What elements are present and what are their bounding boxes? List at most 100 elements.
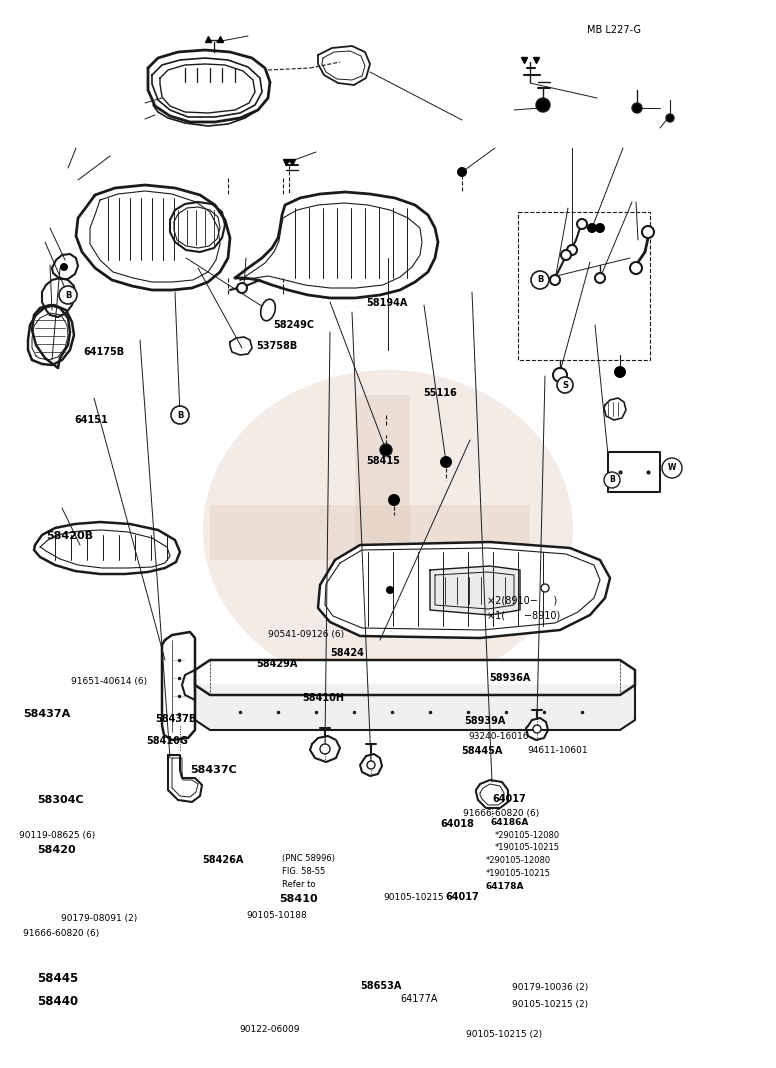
Polygon shape: [28, 305, 74, 365]
Circle shape: [587, 223, 597, 233]
Polygon shape: [195, 685, 635, 731]
Text: 58410G: 58410G: [146, 736, 188, 747]
Circle shape: [553, 368, 567, 382]
Text: 58437A: 58437A: [23, 709, 71, 720]
Circle shape: [662, 458, 682, 478]
Text: 58939A: 58939A: [464, 716, 505, 726]
Text: 64017: 64017: [445, 892, 479, 902]
Circle shape: [388, 494, 400, 506]
Text: W: W: [668, 464, 676, 472]
Circle shape: [604, 472, 620, 488]
Circle shape: [60, 263, 68, 271]
Text: 90105-10215 (2): 90105-10215 (2): [512, 1001, 588, 1009]
Text: 58445A: 58445A: [462, 745, 503, 756]
Polygon shape: [526, 718, 548, 740]
Text: 58424: 58424: [330, 647, 364, 658]
Circle shape: [577, 219, 587, 229]
Polygon shape: [170, 202, 225, 252]
Ellipse shape: [261, 299, 275, 320]
Polygon shape: [182, 670, 195, 700]
Text: 64178A: 64178A: [486, 882, 525, 891]
Text: ×1(      −8910): ×1( −8910): [487, 610, 560, 621]
Circle shape: [367, 761, 375, 769]
Text: 64151: 64151: [74, 414, 108, 425]
Text: 90105-10215 (2): 90105-10215 (2): [466, 1031, 542, 1039]
Text: 64175B: 64175B: [84, 347, 125, 358]
Text: 64017: 64017: [493, 794, 526, 804]
Text: 58410H: 58410H: [303, 693, 345, 704]
Bar: [210, 505, 530, 560]
Polygon shape: [318, 46, 370, 85]
Text: B: B: [609, 475, 615, 485]
Polygon shape: [148, 50, 270, 122]
Circle shape: [320, 744, 330, 754]
Bar: [518, 213, 650, 360]
Polygon shape: [195, 660, 635, 695]
Circle shape: [561, 250, 571, 260]
Text: 90105-10188: 90105-10188: [247, 911, 307, 920]
Text: ×2(8910−     ): ×2(8910− ): [487, 595, 558, 606]
Text: 58420: 58420: [37, 845, 76, 855]
Ellipse shape: [203, 370, 573, 690]
Circle shape: [237, 283, 247, 293]
Polygon shape: [235, 192, 438, 298]
Text: S: S: [562, 380, 568, 390]
Polygon shape: [34, 522, 180, 574]
Text: 58194A: 58194A: [366, 298, 407, 309]
Circle shape: [386, 586, 394, 594]
Text: 58440: 58440: [37, 995, 78, 1008]
Text: 90119-08625 (6): 90119-08625 (6): [19, 831, 95, 839]
Polygon shape: [430, 566, 520, 615]
Text: 64186A: 64186A: [490, 818, 528, 827]
Circle shape: [457, 167, 467, 177]
Circle shape: [380, 444, 392, 456]
Text: 90105-10215: 90105-10215: [383, 893, 444, 901]
Circle shape: [666, 114, 674, 122]
Text: 58653A: 58653A: [360, 980, 401, 991]
Text: 90179-10036 (2): 90179-10036 (2): [512, 984, 588, 992]
Text: *190105-10215: *190105-10215: [495, 844, 560, 852]
Text: 64177A: 64177A: [400, 993, 438, 1004]
Polygon shape: [230, 337, 252, 355]
Text: MB L227-G: MB L227-G: [587, 25, 641, 35]
Circle shape: [614, 366, 626, 378]
Circle shape: [632, 103, 642, 113]
Polygon shape: [608, 452, 660, 492]
Text: FIG. 58-55: FIG. 58-55: [282, 867, 325, 876]
Ellipse shape: [253, 420, 523, 640]
Text: B: B: [65, 290, 71, 299]
Text: (PNC 58996): (PNC 58996): [282, 854, 334, 863]
Text: 58410: 58410: [279, 894, 318, 905]
Text: B: B: [537, 276, 543, 284]
Text: 58415: 58415: [366, 456, 400, 467]
Circle shape: [59, 286, 77, 304]
Circle shape: [630, 262, 642, 274]
Circle shape: [541, 584, 549, 592]
Text: 53758B: 53758B: [256, 341, 297, 351]
Text: 58437C: 58437C: [190, 765, 237, 775]
Text: 94611-10601: 94611-10601: [528, 747, 588, 755]
Circle shape: [595, 223, 605, 233]
Text: 91666-60820 (6): 91666-60820 (6): [463, 810, 539, 818]
Polygon shape: [52, 254, 78, 279]
Text: *290105-12080: *290105-12080: [495, 831, 560, 839]
Text: 58304C: 58304C: [37, 795, 84, 805]
Text: B: B: [177, 410, 183, 420]
Text: *290105-12080: *290105-12080: [486, 857, 551, 865]
Text: 91651-40614 (6): 91651-40614 (6): [71, 677, 147, 686]
Circle shape: [550, 274, 560, 285]
Polygon shape: [76, 185, 230, 290]
Text: 58936A: 58936A: [489, 673, 530, 684]
Polygon shape: [604, 398, 626, 420]
Text: 58426A: 58426A: [202, 854, 243, 865]
Circle shape: [533, 725, 541, 733]
Text: 58249C: 58249C: [273, 319, 314, 330]
Bar: [355, 395, 410, 595]
Polygon shape: [32, 305, 70, 368]
Text: 58445: 58445: [37, 972, 78, 985]
Text: 90122-06009: 90122-06009: [239, 1025, 300, 1034]
Text: 90541-09126 (6): 90541-09126 (6): [268, 630, 344, 639]
Circle shape: [536, 98, 550, 112]
Text: 55116: 55116: [424, 388, 457, 398]
Polygon shape: [168, 755, 202, 802]
